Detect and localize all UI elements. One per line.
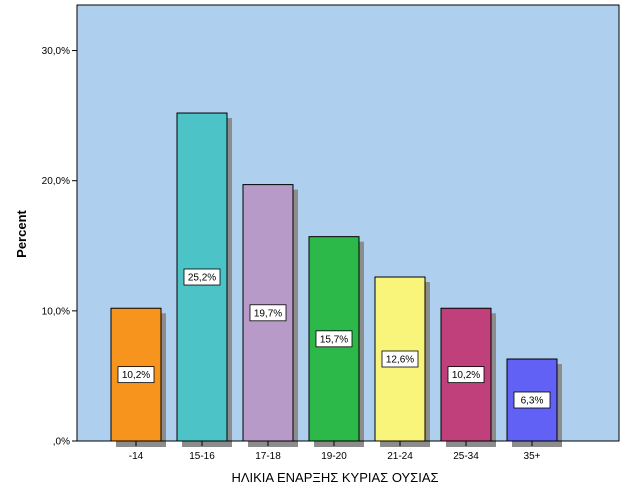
data-label: 10,2% [122, 370, 150, 381]
y-axis: ,0% 10,0% 20,0% 30,0% [42, 5, 78, 448]
data-label-box [381, 350, 419, 368]
data-label: 25,2% [188, 273, 216, 284]
data-label-box [513, 391, 551, 409]
x-axis-title: ΗΛΙΚΙΑ ΕΝΑΡΞΗΣ ΚΥΡΙΑΣ ΟΥΣΙΑΣ [231, 470, 438, 485]
data-label: 10,2% [452, 370, 480, 381]
x-axis: -14 15-16 17-18 19-20 21-24 25-34 35+ [77, 440, 619, 462]
bars-group: 10,2% 25,2% 19,7% 15,7% 12,6% 10,2% 6,3% [110, 112, 562, 448]
x-tick-label: 25-34 [453, 451, 479, 462]
data-label-box [117, 366, 155, 384]
y-tick-label: ,0% [53, 437, 70, 448]
data-label-box [315, 330, 353, 348]
y-axis-title: Percent [14, 209, 29, 257]
data-label-box [183, 268, 221, 286]
x-tick-label: 19-20 [321, 451, 347, 462]
x-tick-label: 21-24 [387, 451, 413, 462]
x-tick-label: -14 [129, 451, 144, 462]
y-tick-label: 20,0% [42, 176, 70, 187]
data-label: 12,6% [386, 355, 414, 366]
y-tick-label: 10,0% [42, 306, 70, 317]
x-tick-label: 17-18 [255, 451, 281, 462]
data-label: 6,3% [521, 396, 544, 407]
data-label: 15,7% [320, 334, 348, 345]
data-label: 19,7% [254, 308, 282, 319]
x-tick-label: 35+ [524, 451, 541, 462]
x-tick-label: 15-16 [189, 451, 215, 462]
data-label-box [249, 304, 287, 322]
data-label-box [447, 366, 485, 384]
y-tick-label: 30,0% [42, 46, 70, 57]
